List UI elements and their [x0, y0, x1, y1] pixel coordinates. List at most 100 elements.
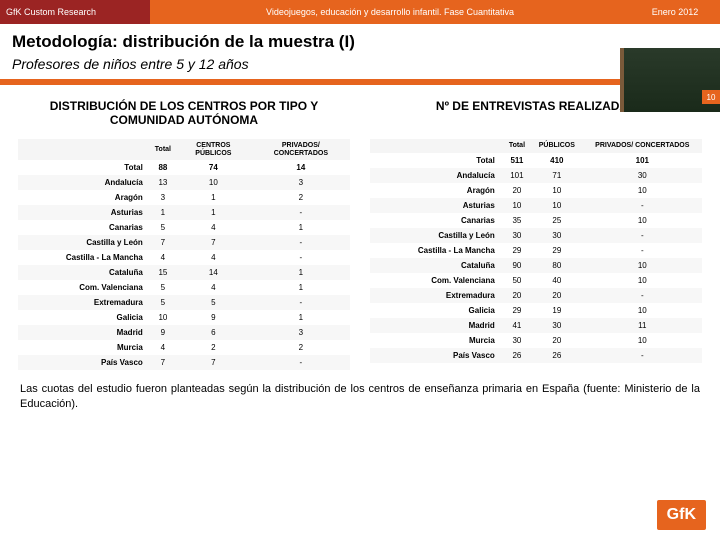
- cell: 35: [503, 213, 531, 228]
- table-row: Castilla y León77-: [18, 235, 350, 250]
- row-label: País Vasco: [18, 355, 151, 370]
- left-col-h2: PRIVADOS/ CONCERTADOS: [252, 139, 350, 160]
- row-label: Andalucía: [370, 168, 503, 183]
- cell: 10: [531, 183, 583, 198]
- cell: 13: [151, 175, 175, 190]
- cell: 10: [583, 303, 702, 318]
- gfk-logo: GfK: [657, 500, 706, 530]
- row-label: Canarias: [18, 220, 151, 235]
- cell: 1: [252, 220, 350, 235]
- row-label: Com. Valenciana: [370, 273, 503, 288]
- row-label: Galicia: [370, 303, 503, 318]
- row-label: Canarias: [370, 213, 503, 228]
- left-table: Total CENTROS PÚBLICOS PRIVADOS/ CONCERT…: [18, 139, 350, 370]
- cell: 3: [252, 325, 350, 340]
- cell: 25: [531, 213, 583, 228]
- table-row: Castilla - La Mancha44-: [18, 250, 350, 265]
- cell: 4: [151, 250, 175, 265]
- cell: -: [583, 348, 702, 363]
- cell: 2: [252, 340, 350, 355]
- page-header: Metodología: distribución de la muestra …: [0, 24, 620, 82]
- row-label: Murcia: [370, 333, 503, 348]
- cell: 5: [151, 295, 175, 310]
- row-label: Cataluña: [18, 265, 151, 280]
- cell: 1: [252, 280, 350, 295]
- row-label: Castilla - La Mancha: [18, 250, 151, 265]
- right-table: Total PÚBLICOS PRIVADOS/ CONCERTADOS Tot…: [370, 139, 702, 363]
- cell: -: [583, 243, 702, 258]
- cell: 10: [151, 310, 175, 325]
- cell: -: [583, 228, 702, 243]
- cell: 5: [175, 295, 252, 310]
- row-label: Extremadura: [370, 288, 503, 303]
- cell: 3: [151, 190, 175, 205]
- topbar-date: Enero 2012: [630, 0, 720, 24]
- row-label: País Vasco: [370, 348, 503, 363]
- right-col-h2: PRIVADOS/ CONCERTADOS: [583, 139, 702, 153]
- cell: 29: [503, 303, 531, 318]
- cell: 10: [583, 273, 702, 288]
- top-bar: GfK Custom Research Videojuegos, educaci…: [0, 0, 720, 24]
- content: DISTRIBUCIÓN DE LOS CENTROS POR TIPO Y C…: [0, 85, 720, 374]
- table-row: Aragón201010: [370, 183, 702, 198]
- cell: 20: [503, 183, 531, 198]
- cell: 1: [175, 205, 252, 220]
- table-row: Aragón312: [18, 190, 350, 205]
- page-number-badge: 10: [702, 90, 720, 104]
- cell: 1: [151, 205, 175, 220]
- right-col-h1: PÚBLICOS: [531, 139, 583, 153]
- table-row: Andalucía1017130: [370, 168, 702, 183]
- cell: 5: [151, 220, 175, 235]
- table-row: Madrid413011: [370, 318, 702, 333]
- topbar-title: Videojuegos, educación y desarrollo infa…: [150, 0, 630, 24]
- cell: 10: [583, 258, 702, 273]
- table-row: Galicia1091: [18, 310, 350, 325]
- cell: 7: [175, 235, 252, 250]
- row-label: Murcia: [18, 340, 151, 355]
- cell: 40: [531, 273, 583, 288]
- cell: 30: [503, 333, 531, 348]
- table-row: Andalucía13103: [18, 175, 350, 190]
- table-row: Canarias352510: [370, 213, 702, 228]
- cell: 19: [531, 303, 583, 318]
- cell: -: [252, 295, 350, 310]
- row-label: Total: [370, 153, 503, 168]
- cell: 14: [175, 265, 252, 280]
- cell: 101: [583, 153, 702, 168]
- row-label: Castilla y León: [18, 235, 151, 250]
- cell: 14: [252, 160, 350, 175]
- row-label: Castilla - La Mancha: [370, 243, 503, 258]
- row-label: Asturias: [370, 198, 503, 213]
- table-row: Extremadura2020-: [370, 288, 702, 303]
- cell: 410: [531, 153, 583, 168]
- cell: 26: [531, 348, 583, 363]
- table-row: Murcia302010: [370, 333, 702, 348]
- cell: -: [583, 288, 702, 303]
- cell: 10: [503, 198, 531, 213]
- table-row: Cataluña15141: [18, 265, 350, 280]
- table-row: Cataluña908010: [370, 258, 702, 273]
- cell: 74: [175, 160, 252, 175]
- left-col-h1: CENTROS PÚBLICOS: [175, 139, 252, 160]
- cell: 3: [252, 175, 350, 190]
- cell: 88: [151, 160, 175, 175]
- cell: -: [252, 235, 350, 250]
- row-label: Galicia: [18, 310, 151, 325]
- cell: 1: [252, 265, 350, 280]
- cell: 4: [175, 250, 252, 265]
- cell: 71: [531, 168, 583, 183]
- row-label: Madrid: [18, 325, 151, 340]
- cell: 30: [531, 228, 583, 243]
- row-label: Asturias: [18, 205, 151, 220]
- right-col-h0: Total: [503, 139, 531, 153]
- table-row: Murcia422: [18, 340, 350, 355]
- cell: 7: [151, 235, 175, 250]
- cell: 50: [503, 273, 531, 288]
- cell: 9: [151, 325, 175, 340]
- cell: 20: [503, 288, 531, 303]
- table-row: Total887414: [18, 160, 350, 175]
- cell: 9: [175, 310, 252, 325]
- cell: 4: [175, 280, 252, 295]
- cell: 15: [151, 265, 175, 280]
- row-label: Extremadura: [18, 295, 151, 310]
